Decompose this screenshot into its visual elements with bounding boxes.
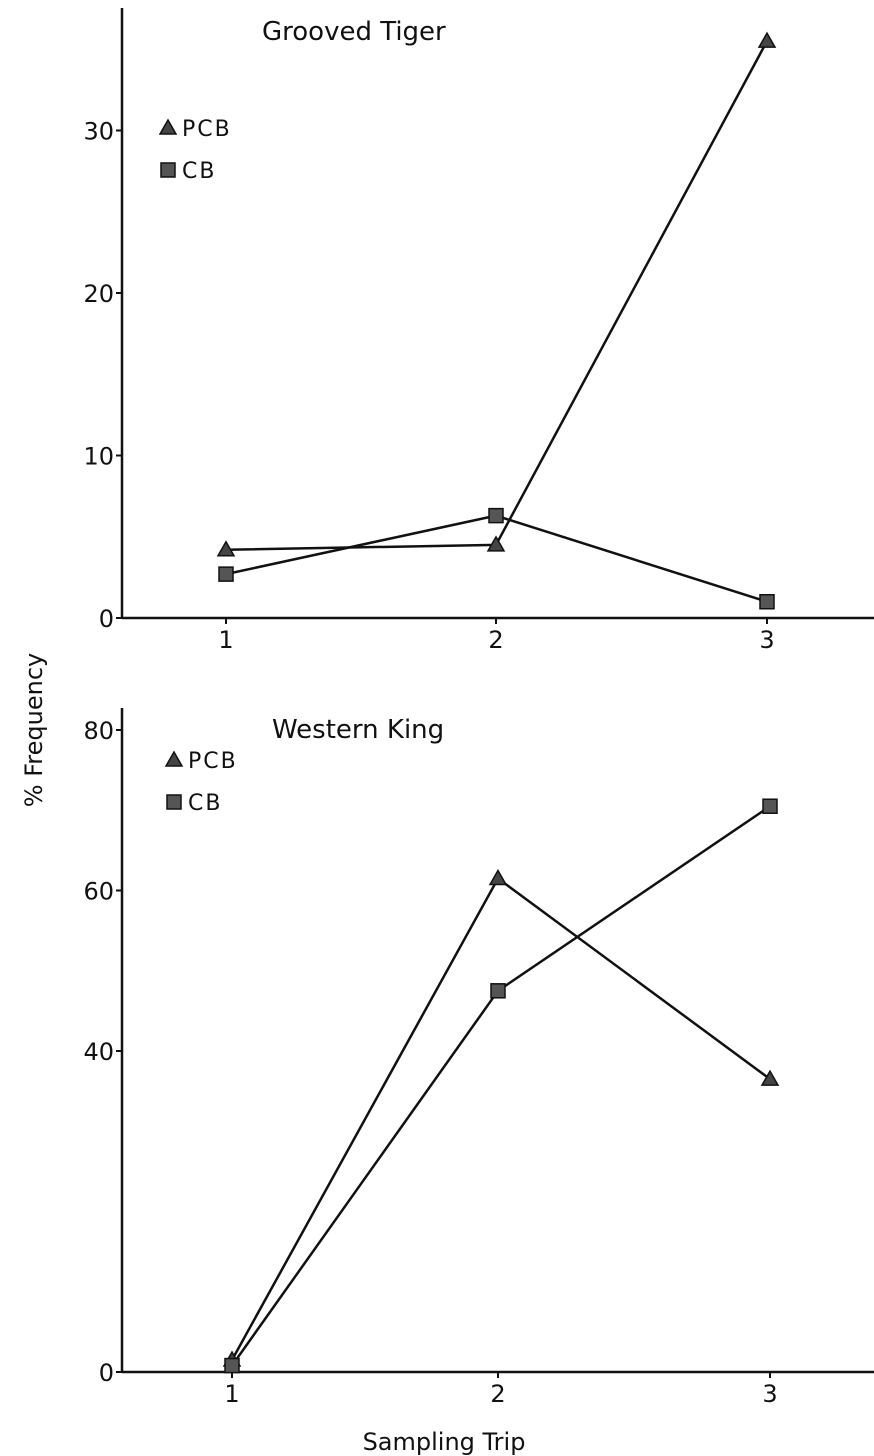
western-king-panel: 0 40 60 80 1 2 3 Western King PCB CB: [83, 708, 874, 1408]
series-line-pcb: [225, 40, 769, 551]
x-axis-title: Sampling Trip: [363, 1428, 526, 1456]
x-tick-label: 2: [488, 626, 503, 654]
x-tick-label: 3: [762, 1380, 777, 1408]
y-tick-label: 80: [83, 717, 114, 745]
legend-marker-pcb: [164, 750, 184, 767]
data-point-cb: [218, 566, 234, 582]
data-point-pcb: [216, 540, 236, 557]
grooved-tiger-panel: 0 10 20 30 1 2 3 Grooved Tiger PCB CB: [83, 8, 874, 654]
legend-marker-cb: [160, 162, 176, 178]
y-tick-label: 20: [83, 280, 114, 308]
legend-marker-pcb: [158, 118, 178, 135]
legend-label-pcb: PCB: [182, 117, 232, 142]
y-tick-label: 40: [83, 1038, 114, 1066]
legend-label-cb: CB: [188, 791, 222, 816]
data-point-cb: [490, 983, 506, 999]
y-tick-label: 0: [99, 605, 114, 633]
series-line-pcb: [230, 877, 771, 1361]
x-tick-label: 3: [759, 626, 774, 654]
data-point-pcb: [486, 535, 506, 552]
data-point-cb: [762, 798, 778, 814]
legend-label-cb: CB: [182, 159, 216, 184]
data-point-cb: [759, 594, 775, 610]
data-point-pcb: [760, 1069, 780, 1086]
data-point-pcb: [488, 868, 508, 886]
data-point-cb: [224, 1357, 240, 1374]
x-tick-label: 2: [490, 1380, 505, 1408]
data-point-cb: [488, 507, 504, 524]
y-axis-title: % Frequency: [20, 653, 48, 807]
data-point-pcb: [757, 31, 777, 48]
y-tick-label: 10: [83, 443, 114, 471]
series-line-cb: [225, 514, 768, 603]
legend-marker-cb: [166, 794, 182, 810]
legend-label-pcb: PCB: [188, 749, 238, 774]
panel-title: Western King: [272, 715, 444, 745]
y-tick-label: 60: [83, 878, 114, 906]
x-tick-label: 1: [224, 1380, 239, 1408]
panel-title: Grooved Tiger: [262, 17, 446, 47]
y-tick-label: 30: [83, 118, 114, 146]
series-line-cb: [230, 805, 771, 1367]
x-tick-label: 1: [218, 626, 233, 654]
y-tick-label: 0: [99, 1359, 114, 1387]
